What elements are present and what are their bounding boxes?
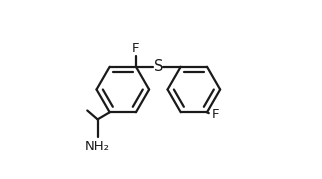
Text: F: F [132, 42, 140, 55]
Text: S: S [154, 59, 163, 74]
Text: F: F [212, 108, 219, 120]
Text: NH₂: NH₂ [85, 140, 110, 153]
